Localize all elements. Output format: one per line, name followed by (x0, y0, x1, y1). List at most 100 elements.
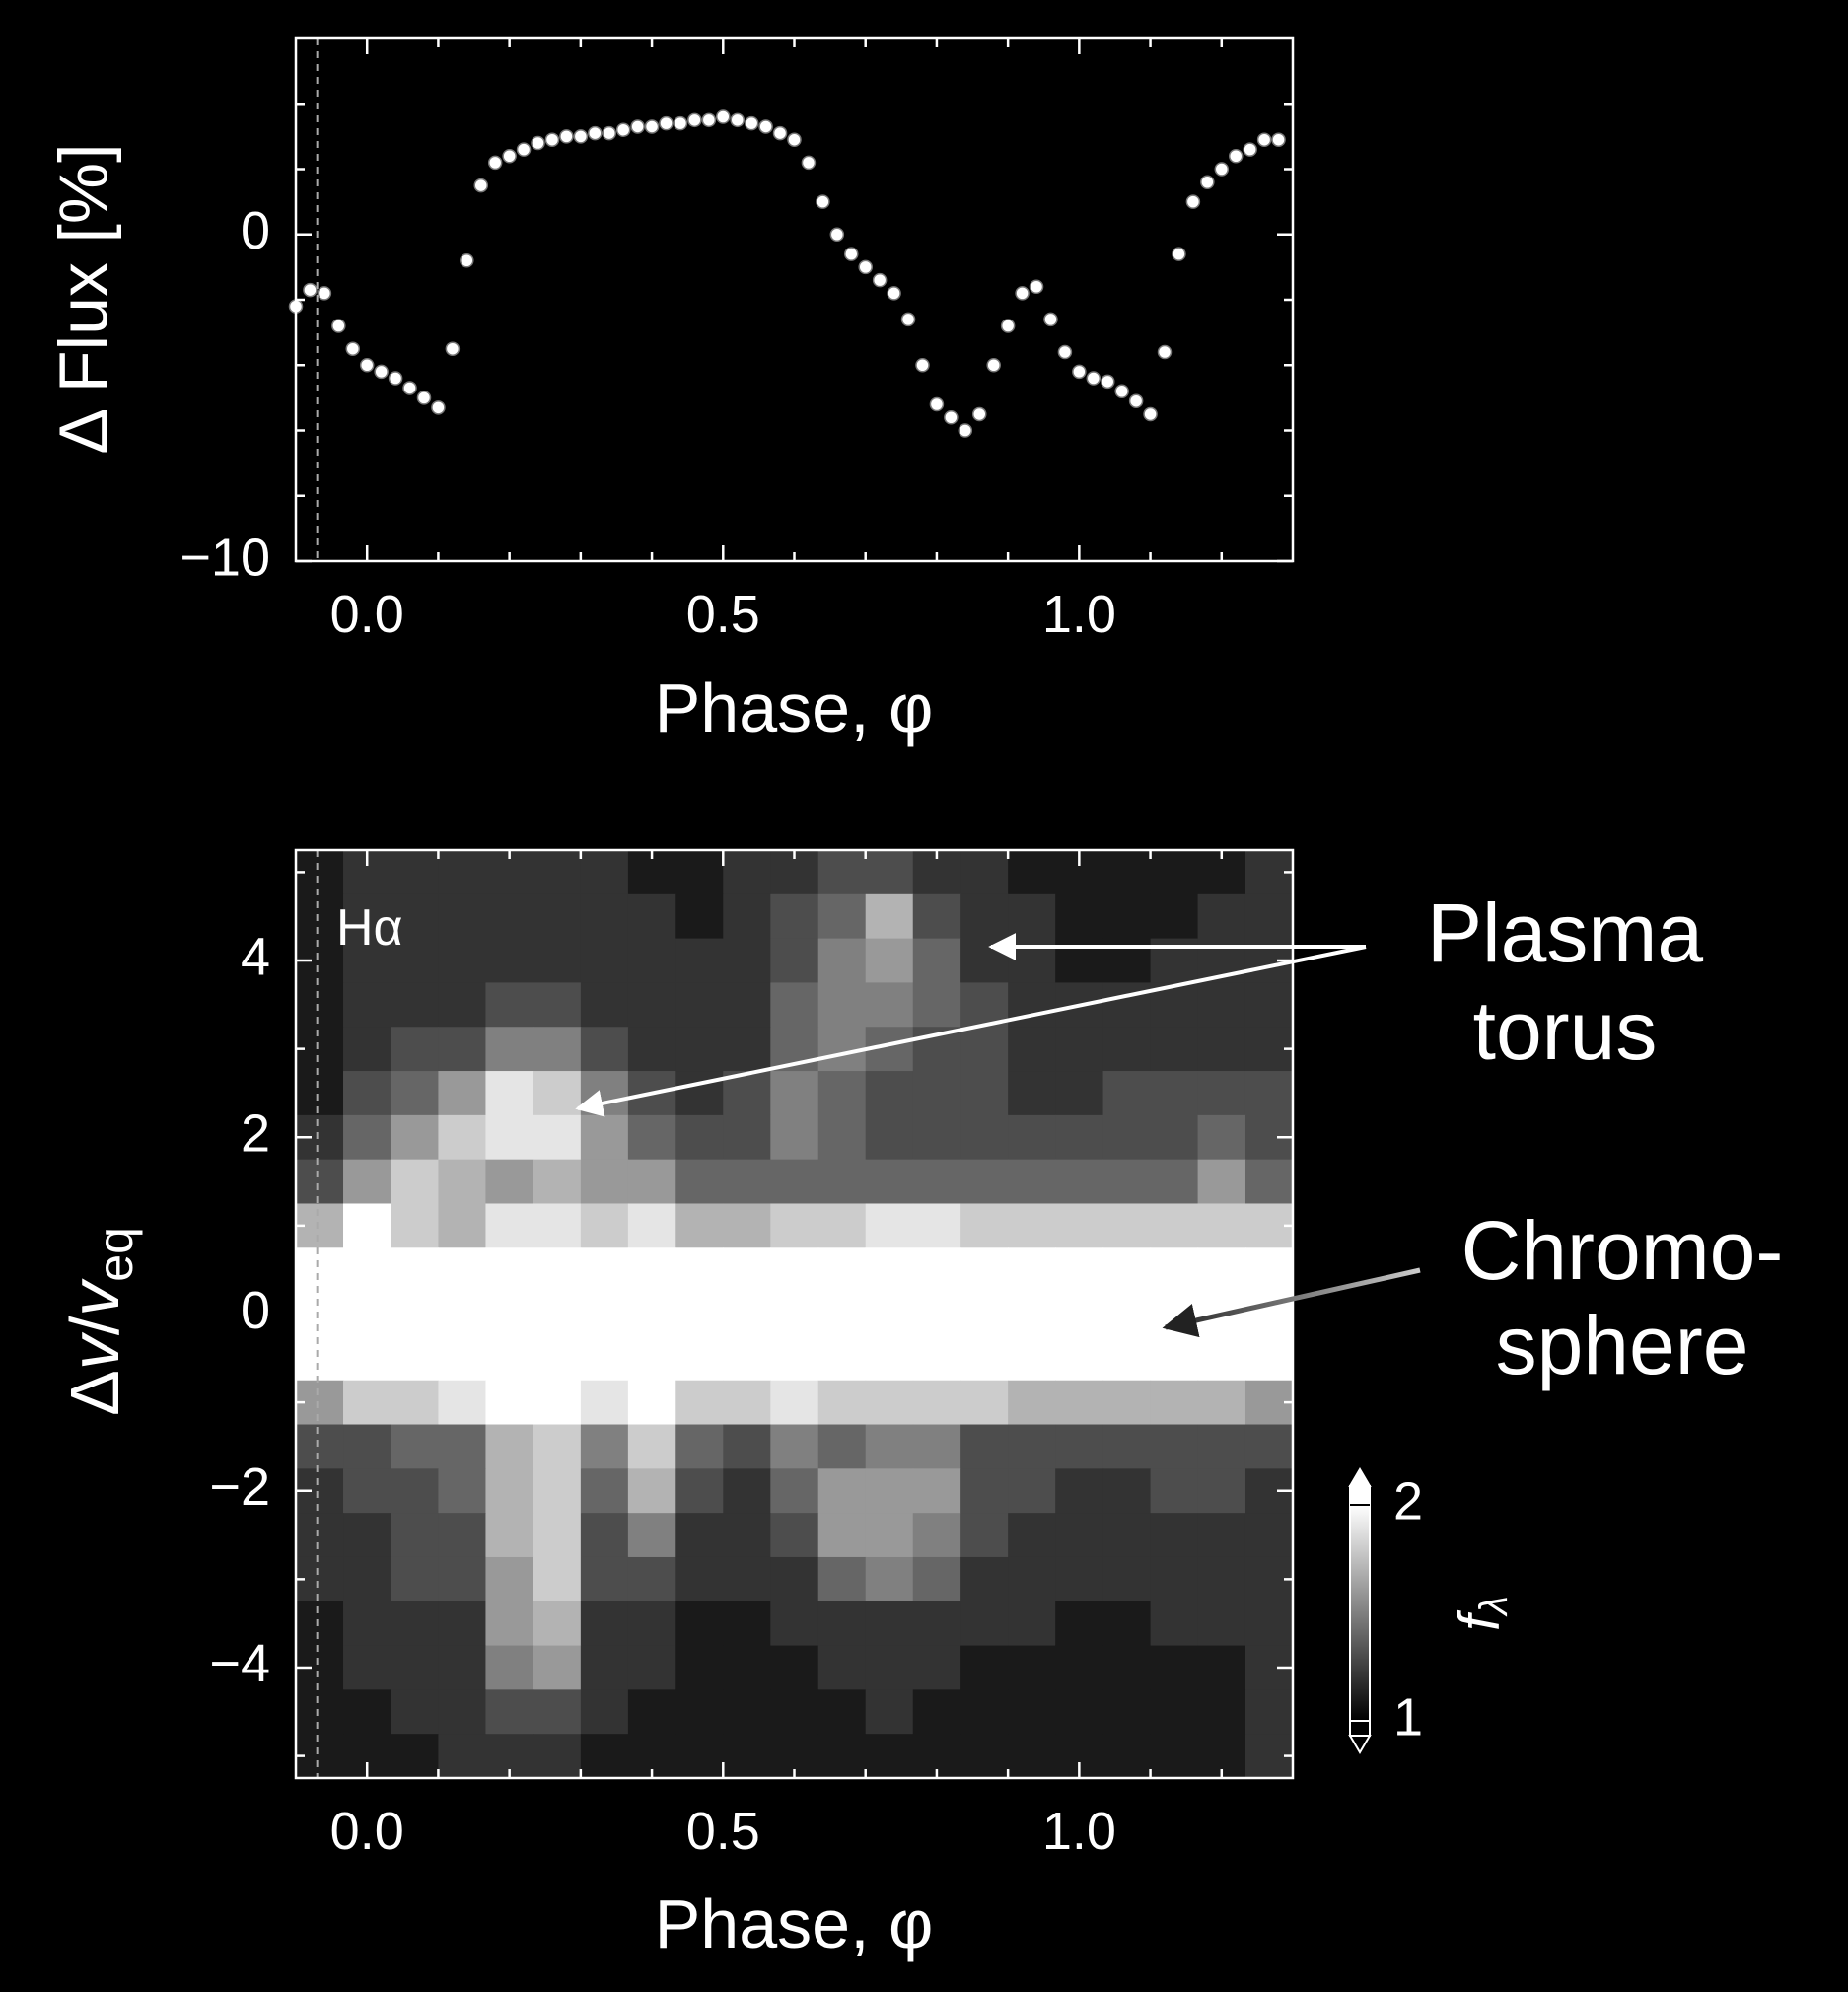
heatmap-cell (817, 1159, 867, 1204)
heatmap-cell (1197, 1645, 1246, 1690)
heatmap-cell (912, 1203, 961, 1248)
heatmap-cell (723, 1159, 771, 1204)
data-point (1029, 279, 1044, 294)
heatmap-cell (627, 1114, 676, 1161)
heatmap-cell (1055, 1335, 1104, 1382)
heatmap-cell (391, 1247, 439, 1293)
colorbar-label-sub: λ (1472, 1596, 1516, 1617)
heatmap-cell (770, 1071, 819, 1116)
data-point (445, 341, 461, 356)
data-point (1172, 247, 1186, 261)
heatmap-cell (627, 1468, 676, 1514)
heatmap-cell (296, 1513, 344, 1558)
annotation: Plasma (1427, 887, 1703, 979)
heatmap-cell (865, 1071, 914, 1116)
heatmap-cell (1008, 1734, 1056, 1779)
heatmap-cell (580, 1114, 629, 1161)
heatmap-cell (1008, 1159, 1056, 1204)
heatmap-cell (960, 1556, 1009, 1602)
heatmap-cell (438, 1335, 486, 1382)
heatmap-cell (627, 1601, 676, 1647)
heatmap-cell (343, 1601, 391, 1647)
heatmap-cell (627, 1556, 676, 1602)
heatmap-cell (912, 1071, 961, 1116)
heatmap-cell (343, 893, 391, 940)
heatmap-cell (627, 1247, 676, 1293)
heatmap-cell (723, 1203, 771, 1248)
heatmap-cell (723, 1601, 771, 1647)
heatmap-cell (580, 1027, 629, 1072)
heatmap-cell (533, 1468, 582, 1514)
heatmap-cell (485, 1601, 534, 1647)
heatmap-cell (675, 1645, 724, 1690)
data-point (986, 358, 1001, 373)
heatmap-cell (960, 1335, 1009, 1382)
heatmap-cell (675, 1601, 724, 1647)
x-axis-label: Phase, φ (655, 670, 934, 747)
heatmap-cell (865, 1292, 914, 1337)
heatmap-cell (343, 1513, 391, 1558)
heatmap-cell (1008, 1513, 1056, 1558)
heatmap-cell (960, 1424, 1009, 1469)
heatmap-cell (1197, 1159, 1246, 1204)
heatmap-cell (343, 982, 391, 1028)
heatmap-cell (770, 1159, 819, 1204)
y-tick-label: 4 (241, 927, 270, 986)
data-point (374, 364, 389, 380)
heatmap-cell (438, 1247, 486, 1293)
heatmap-cell (485, 1424, 534, 1469)
heatmap-cell (1244, 893, 1294, 940)
data-point (730, 112, 745, 128)
heatmap-cell (391, 982, 439, 1028)
heatmap-cell (912, 1601, 961, 1647)
data-point (1243, 142, 1257, 157)
heatmap-cell (960, 1159, 1009, 1204)
x-tick-label: 0.0 (330, 585, 404, 644)
heatmap-cell (391, 1556, 439, 1602)
heatmap-cell (675, 938, 724, 983)
data-point (972, 406, 987, 422)
heatmap-cell (438, 850, 486, 895)
heatmap-cell (438, 1203, 486, 1248)
heatmap-cell (865, 1159, 914, 1204)
heatmap-cell (296, 982, 344, 1028)
heatmap-cell (675, 1468, 724, 1514)
data-point (872, 272, 888, 288)
heatmap-cell (1008, 893, 1056, 940)
data-point (516, 142, 532, 157)
heatmap-cell (580, 850, 629, 895)
heatmap-cell (675, 1424, 724, 1469)
heatmap-cell (580, 1424, 629, 1469)
heatmap-cell (343, 1071, 391, 1116)
heatmap-cell (1244, 1335, 1294, 1382)
heatmap-cell (770, 1645, 819, 1690)
data-point (573, 129, 589, 144)
heatmap-cell (533, 893, 582, 940)
heatmap-cell (1244, 1247, 1294, 1293)
heatmap-cell (1197, 1203, 1246, 1248)
heatmap-cell (1150, 1424, 1199, 1469)
heatmap-cell (770, 1203, 819, 1248)
heatmap-cell (1055, 1424, 1104, 1469)
data-point (1185, 194, 1201, 209)
heatmap-cell (723, 938, 771, 983)
heatmap-cell (1244, 1071, 1294, 1116)
heatmap-cell (960, 1247, 1009, 1293)
data-point (615, 122, 631, 137)
heatmap-cell (723, 1689, 771, 1735)
heatmap-cell (1150, 1027, 1199, 1072)
heatmap-cell (865, 982, 914, 1028)
heatmap-cell (1008, 1027, 1056, 1072)
colorbar-extend (1348, 1467, 1372, 1487)
heatmap-cell (1244, 1424, 1294, 1469)
heatmap-cell (912, 1292, 961, 1337)
heatmap-cell (343, 1027, 391, 1072)
data-point (502, 149, 517, 164)
heatmap-cell (770, 1335, 819, 1382)
heatmap-cell (723, 1734, 771, 1779)
heatmap-cell (1197, 982, 1246, 1028)
heatmap-cell (343, 1645, 391, 1690)
heatmap-cell (1197, 893, 1246, 940)
plot-frame (294, 36, 1295, 563)
